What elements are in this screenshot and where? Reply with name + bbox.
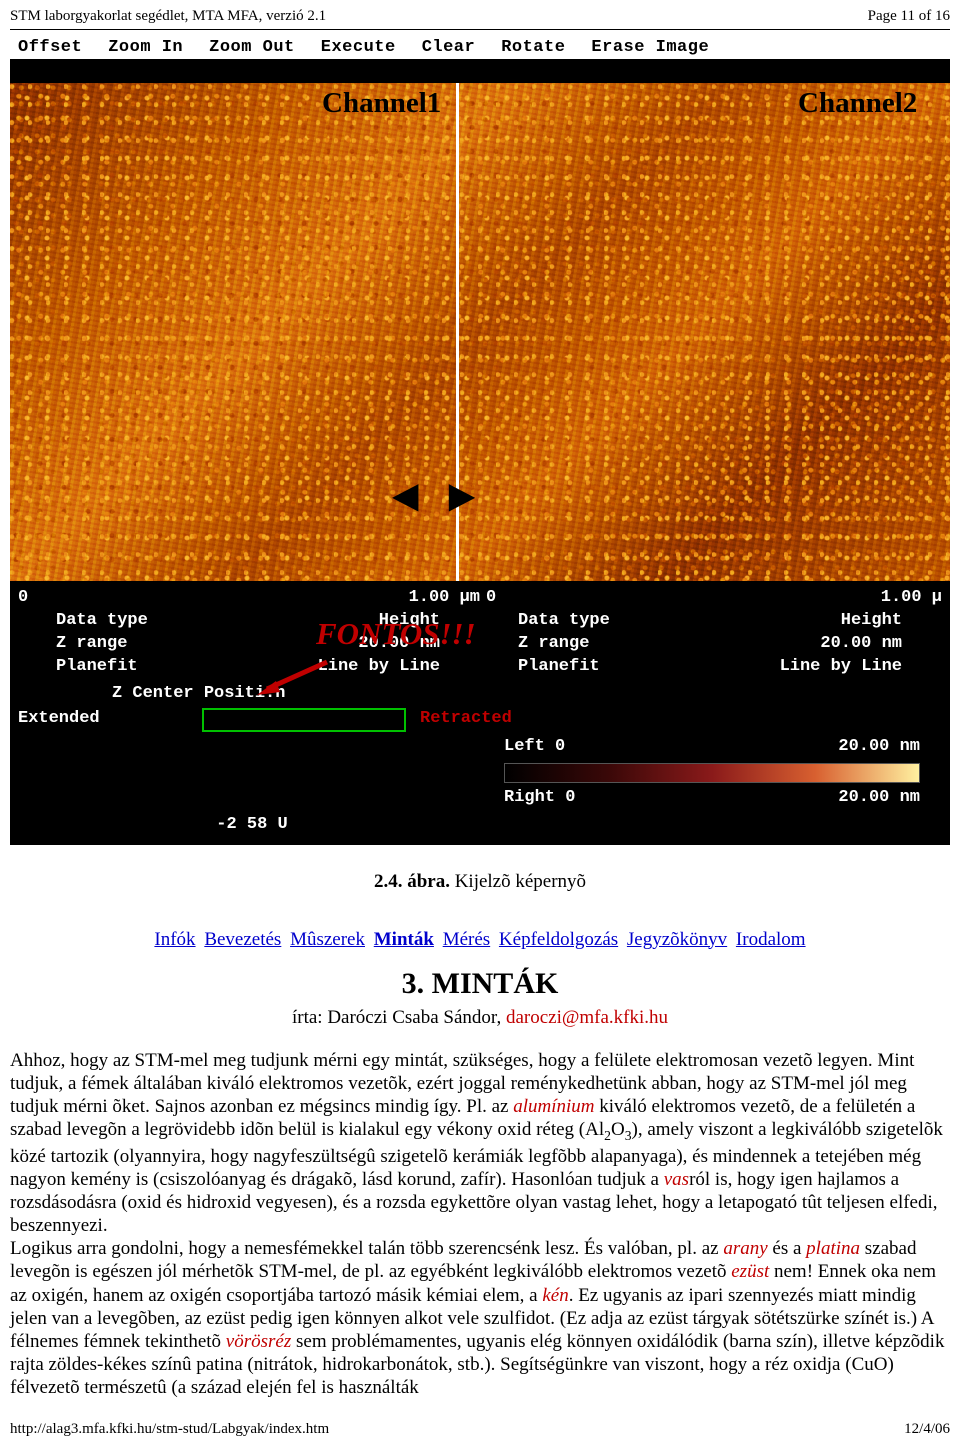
nav-links: Infók Bevezetés Mûszerek Minták Mérés Ké… bbox=[10, 929, 950, 951]
arrow-left-icon: ◄ bbox=[392, 473, 420, 525]
stm-menubar: Offset Zoom In Zoom Out Execute Clear Ro… bbox=[10, 36, 950, 59]
em-vorosrez: vörösréz bbox=[226, 1331, 291, 1352]
menu-erase-image[interactable]: Erase Image bbox=[591, 38, 709, 57]
scan-direction-arrows: ◄ ► bbox=[392, 473, 475, 525]
page-header: STM laborgyakorlat segédlet, MTA MFA, ve… bbox=[10, 8, 950, 27]
color-gradient-bar bbox=[504, 763, 920, 783]
nav-muszerek[interactable]: Mûszerek bbox=[290, 929, 365, 950]
menu-offset[interactable]: Offset bbox=[18, 38, 82, 57]
stm-info-block: 0 1.00 µm 0 1.00 µ Data typeHeight Z ran… bbox=[10, 581, 950, 845]
stm-image-area: Channel1 Channel2 ◄ ► bbox=[10, 83, 950, 581]
nav-mintak[interactable]: Minták bbox=[374, 929, 434, 950]
z-center-box bbox=[202, 708, 406, 732]
header-left: STM laborgyakorlat segédlet, MTA MFA, ve… bbox=[10, 8, 326, 25]
r-planefit-val: Line by Line bbox=[668, 656, 942, 679]
channel2-label: Channel2 bbox=[798, 87, 917, 120]
menu-zoom-out[interactable]: Zoom Out bbox=[209, 38, 295, 57]
author-prefix: írta: Daróczi Csaba Sándor, bbox=[292, 1007, 506, 1028]
nav-bevezetes[interactable]: Bevezetés bbox=[204, 929, 281, 950]
left-scale-max: 1.00 µm bbox=[409, 587, 480, 610]
nav-kepfeldolgozas[interactable]: Képfeldolgozás bbox=[499, 929, 618, 950]
arrow-right-icon: ► bbox=[448, 473, 476, 525]
right-scale-max: 1.00 µ bbox=[881, 587, 942, 610]
sub1: 2 bbox=[604, 1128, 611, 1143]
stm-surface-overlay bbox=[10, 83, 950, 581]
em-vas: vas bbox=[664, 1169, 689, 1190]
em-platina: platina bbox=[806, 1238, 860, 1259]
caption-text: Kijelzõ képernyõ bbox=[455, 871, 586, 892]
em-arany: arany bbox=[723, 1238, 767, 1259]
left-lbl: Left bbox=[504, 737, 545, 756]
page-footer: http://alag3.mfa.kfki.hu/stm-stud/Labgya… bbox=[10, 1421, 950, 1438]
right-max: 20.00 nm bbox=[838, 787, 920, 810]
em-aluminium: alumínium bbox=[513, 1096, 594, 1117]
z-center-label: Z Center Positi.n bbox=[18, 679, 942, 706]
l-planefit-lbl: Planefit bbox=[18, 656, 206, 679]
author-line: írta: Daróczi Csaba Sándor, daroczi@mfa.… bbox=[10, 1007, 950, 1029]
menu-execute[interactable]: Execute bbox=[321, 38, 396, 57]
params-columns: Data typeHeight Z range20.00 nm Planefit… bbox=[18, 610, 942, 679]
figure-caption: 2.4. ábra. Kijelzõ képernyõ bbox=[10, 871, 950, 893]
scale-row: 0 1.00 µm 0 1.00 µ bbox=[18, 587, 942, 610]
right-min: 0 bbox=[565, 788, 575, 807]
em-ezust: ezüst bbox=[731, 1261, 769, 1282]
nav-jegyzokonyv[interactable]: Jegyzõkönyv bbox=[627, 929, 727, 950]
header-rule bbox=[10, 29, 950, 30]
params-right: Data typeHeight Z range20.00 nm Planefit… bbox=[480, 610, 942, 679]
section-title: 3. MINTÁK bbox=[10, 967, 950, 1001]
r-datatype-val: Height bbox=[668, 610, 942, 633]
p2a: Logikus arra gondolni, hogy a nemesfémek… bbox=[10, 1238, 723, 1259]
retracted-label: Retracted bbox=[420, 708, 512, 731]
sub2: 3 bbox=[625, 1128, 632, 1143]
l-datatype-lbl: Data type bbox=[18, 610, 206, 633]
left-scale-min: 0 bbox=[18, 587, 28, 610]
menu-clear[interactable]: Clear bbox=[422, 38, 476, 57]
extended-label: Extended bbox=[18, 708, 100, 731]
r-zrange-val: 20.00 nm bbox=[668, 633, 942, 656]
left-min: 0 bbox=[555, 737, 565, 756]
l-zrange-lbl: Z range bbox=[18, 633, 206, 656]
r-planefit-lbl: Planefit bbox=[480, 656, 668, 679]
neg-value: -2 58 U bbox=[18, 814, 486, 837]
stm-screenshot: Offset Zoom In Zoom Out Execute Clear Ro… bbox=[10, 36, 950, 845]
menu-zoom-in[interactable]: Zoom In bbox=[108, 38, 183, 57]
red-arrow-icon bbox=[252, 657, 332, 697]
menu-rotate[interactable]: Rotate bbox=[501, 38, 565, 57]
footer-date: 12/4/06 bbox=[904, 1421, 950, 1438]
header-right: Page 11 of 16 bbox=[868, 8, 950, 25]
footer-url: http://alag3.mfa.kfki.hu/stm-stud/Labgya… bbox=[10, 1421, 329, 1438]
right-scale-line: Right 0 20.00 nm bbox=[504, 787, 920, 810]
nav-infok[interactable]: Infók bbox=[154, 929, 195, 950]
nav-meres[interactable]: Mérés bbox=[443, 929, 490, 950]
fontos-text: FONTOS!!! bbox=[316, 613, 476, 655]
l-planefit-val: Line by Line bbox=[206, 656, 480, 679]
channel1-label: Channel1 bbox=[322, 87, 441, 120]
extended-bar-row: Extended Retracted bbox=[18, 708, 942, 732]
left-right-scales: Left 0 20.00 nm Right 0 20.00 nm bbox=[18, 736, 942, 810]
right-lbl: Right bbox=[504, 788, 555, 807]
r-zrange-lbl: Z range bbox=[480, 633, 668, 656]
left-scale-line: Left 0 20.00 nm bbox=[504, 736, 920, 759]
lr-left-spacer bbox=[18, 736, 504, 810]
caption-number: 2.4. ábra. bbox=[374, 871, 450, 892]
em-ken: kén bbox=[542, 1285, 568, 1306]
author-email[interactable]: daroczi@mfa.kfki.hu bbox=[506, 1007, 668, 1028]
r-datatype-lbl: Data type bbox=[480, 610, 668, 633]
nav-irodalom[interactable]: Irodalom bbox=[736, 929, 806, 950]
p1c: O bbox=[611, 1119, 625, 1140]
left-max: 20.00 nm bbox=[838, 736, 920, 759]
p2b: és a bbox=[768, 1238, 807, 1259]
right-scale-min: 0 bbox=[480, 587, 496, 610]
body-text: Ahhoz, hogy az STM-mel meg tudjunk mérni… bbox=[10, 1049, 950, 1400]
top-black-strip bbox=[10, 59, 950, 83]
